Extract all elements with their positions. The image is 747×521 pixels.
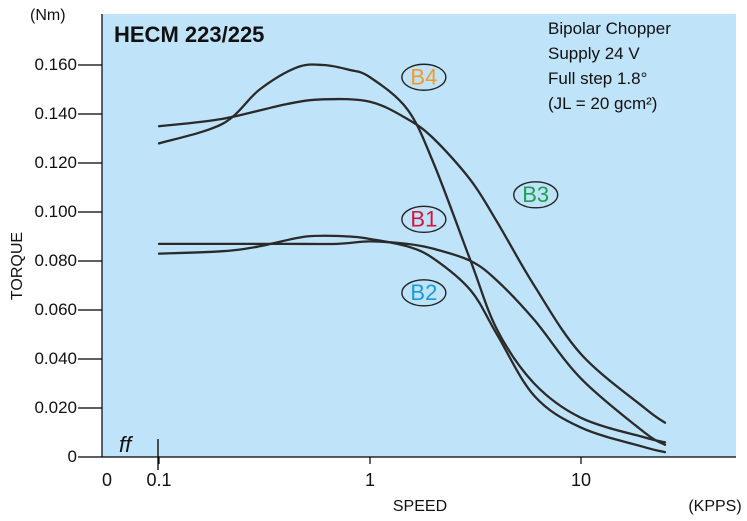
x-tick-label: 0.1 — [146, 470, 171, 490]
series-lines — [157, 63, 667, 454]
chart-title: HECM 223/225 — [114, 22, 264, 47]
y-tick-label: 0.140 — [34, 104, 77, 123]
series-label-outline — [401, 63, 447, 91]
annotation-line-2: Supply 24 V — [548, 44, 640, 63]
y-tick-label: 0 — [68, 447, 77, 466]
y-axis-ticks: 0 0.020 0.040 0.060 0.080 0.100 0.120 0.140 0.16… — [34, 55, 102, 466]
x-axis-label: SPEED — [393, 498, 447, 515]
series-label-outline — [401, 205, 447, 234]
series-label-b2: B2 — [410, 280, 437, 305]
series-labels: B1 B2 B3 B4 — [401, 63, 559, 307]
series-label-b4: B4 — [410, 64, 437, 89]
x-tick-label: 10 — [571, 470, 591, 490]
series-line-b4 — [157, 63, 667, 444]
series-label-outline — [401, 279, 447, 307]
axis-break-label: ff — [119, 432, 134, 457]
series-label-outline — [513, 181, 559, 209]
series-label-b3: B3 — [522, 182, 549, 207]
x-origin-label: 0 — [102, 470, 112, 490]
annotation-line-4: (JL = 20 gcm²) — [548, 94, 657, 113]
plot-background — [102, 14, 736, 457]
x-axis-ticks: 0.1 1 10 — [146, 457, 591, 490]
annotation-line-3: Full step 1.8° — [548, 69, 647, 88]
x-axis-unit: (KPPS) — [688, 498, 741, 515]
y-tick-label: 0.160 — [34, 55, 77, 74]
series-label-b1: B1 — [410, 206, 437, 231]
y-tick-label: 0.020 — [34, 398, 77, 417]
x-tick-label: 1 — [365, 470, 375, 490]
y-tick-label: 0.060 — [34, 300, 77, 319]
test-conditions: Bipolar Chopper Supply 24 V Full step 1.… — [548, 19, 671, 113]
y-tick-label: 0.100 — [34, 202, 77, 221]
series-line-b1 — [157, 240, 667, 446]
series-line-b2 — [157, 234, 667, 454]
y-tick-label: 0.120 — [34, 153, 77, 172]
y-axis-unit: (Nm) — [30, 7, 66, 24]
y-axis-label: TORQUE — [9, 232, 26, 300]
y-tick-label: 0.040 — [34, 349, 77, 368]
axis-break: ff — [119, 432, 159, 470]
series-line-b3 — [157, 97, 667, 424]
y-tick-label: 0.080 — [34, 251, 77, 270]
annotation-line-1: Bipolar Chopper — [548, 19, 671, 38]
